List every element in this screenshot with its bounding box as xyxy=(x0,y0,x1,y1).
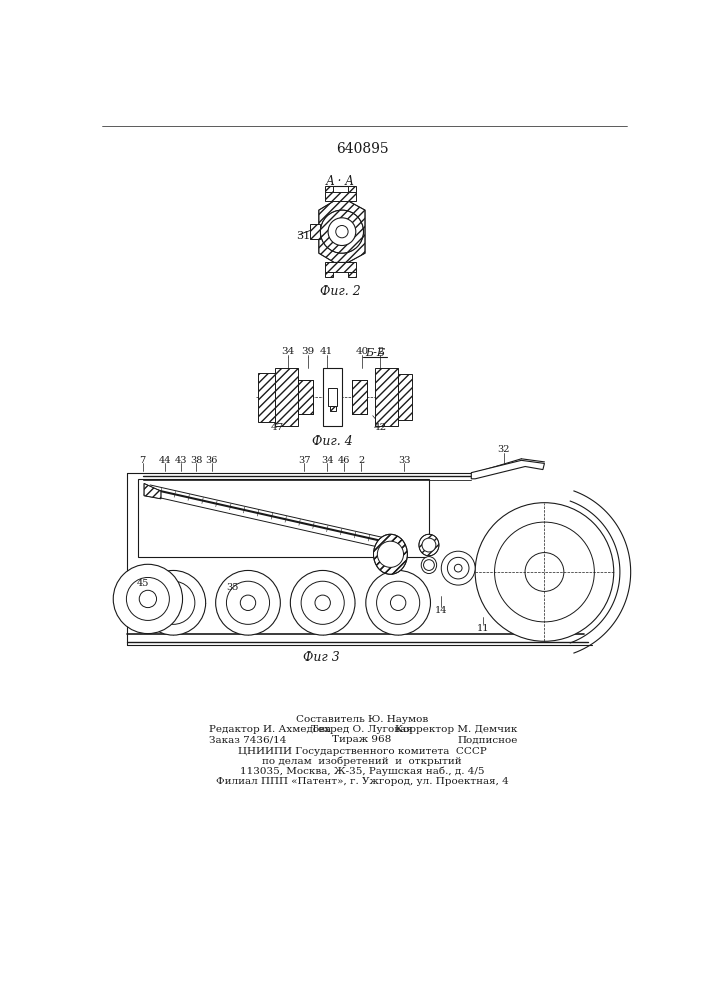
Text: 7: 7 xyxy=(139,456,146,465)
Text: 44: 44 xyxy=(158,456,171,465)
Text: Фиг 3: Фиг 3 xyxy=(303,651,339,664)
Text: 33: 33 xyxy=(398,456,411,465)
Text: 640895: 640895 xyxy=(336,142,388,156)
Circle shape xyxy=(141,570,206,635)
Circle shape xyxy=(495,522,595,622)
Text: Техред О. Луговая: Техред О. Луговая xyxy=(311,725,413,734)
Bar xyxy=(398,374,412,420)
Text: 113035, Москва, Ж-35, Раушская наб., д. 4/5: 113035, Москва, Ж-35, Раушская наб., д. … xyxy=(240,767,484,776)
Text: 14: 14 xyxy=(435,606,448,615)
Text: Заказ 7436/14: Заказ 7436/14 xyxy=(209,735,287,744)
Polygon shape xyxy=(472,460,544,479)
Bar xyxy=(310,224,320,239)
Circle shape xyxy=(139,590,156,608)
Bar xyxy=(298,380,313,414)
Circle shape xyxy=(301,581,344,624)
Circle shape xyxy=(226,581,269,624)
Bar xyxy=(329,406,336,411)
Text: 32: 32 xyxy=(498,445,510,454)
Text: Фиг. 4: Фиг. 4 xyxy=(312,435,353,448)
Text: 40: 40 xyxy=(356,347,368,356)
Text: 47: 47 xyxy=(271,424,284,432)
Circle shape xyxy=(315,595,330,610)
Circle shape xyxy=(113,564,182,634)
Text: 36: 36 xyxy=(206,456,218,465)
Text: Корректор М. Демчик: Корректор М. Демчик xyxy=(395,725,518,734)
Text: Составитель Ю. Наумов: Составитель Ю. Наумов xyxy=(296,715,428,724)
Text: 39: 39 xyxy=(301,347,315,356)
Text: 34: 34 xyxy=(281,347,295,356)
Text: 35: 35 xyxy=(226,583,239,592)
Bar xyxy=(325,186,333,192)
Circle shape xyxy=(152,581,195,624)
Text: ЦНИИПИ Государственного комитета  СССР: ЦНИИПИ Государственного комитета СССР xyxy=(238,747,486,756)
Text: 11: 11 xyxy=(477,624,489,633)
Text: по делам  изобретений  и  открытий: по делам изобретений и открытий xyxy=(262,757,462,766)
Circle shape xyxy=(377,581,420,624)
Text: 31: 31 xyxy=(296,231,310,241)
Bar xyxy=(375,368,398,426)
Text: 46: 46 xyxy=(338,456,351,465)
Bar xyxy=(325,272,333,277)
Circle shape xyxy=(165,595,181,610)
Bar xyxy=(352,380,368,414)
Polygon shape xyxy=(144,483,161,499)
Bar xyxy=(324,368,342,426)
Text: Фиг. 2: Фиг. 2 xyxy=(320,285,361,298)
Text: 2: 2 xyxy=(358,456,364,465)
Bar xyxy=(298,380,313,414)
Circle shape xyxy=(448,557,469,579)
Ellipse shape xyxy=(373,534,407,574)
Polygon shape xyxy=(319,201,365,262)
Circle shape xyxy=(441,551,475,585)
Ellipse shape xyxy=(421,557,437,574)
Bar xyxy=(258,373,275,422)
Circle shape xyxy=(336,225,348,238)
Text: 41: 41 xyxy=(320,347,333,356)
Bar xyxy=(348,272,356,277)
Circle shape xyxy=(366,570,431,635)
Circle shape xyxy=(328,218,356,246)
Bar xyxy=(325,192,356,201)
Circle shape xyxy=(422,538,436,552)
Text: 45: 45 xyxy=(136,579,148,588)
Circle shape xyxy=(475,503,614,641)
Circle shape xyxy=(390,595,406,610)
Text: Редактор И. Ахмедова: Редактор И. Ахмедова xyxy=(209,725,332,734)
Bar xyxy=(275,368,298,426)
Text: 37: 37 xyxy=(298,456,310,465)
Ellipse shape xyxy=(419,534,439,556)
Text: 34: 34 xyxy=(321,456,334,465)
Circle shape xyxy=(378,541,404,567)
Text: 42: 42 xyxy=(374,424,387,432)
Circle shape xyxy=(525,553,564,591)
Circle shape xyxy=(216,570,281,635)
Text: Филиал ППП «Патент», г. Ужгород, ул. Проектная, 4: Филиал ППП «Патент», г. Ужгород, ул. Про… xyxy=(216,777,508,786)
Circle shape xyxy=(455,564,462,572)
Text: 2: 2 xyxy=(377,347,384,356)
Circle shape xyxy=(291,570,355,635)
Bar xyxy=(138,479,429,557)
Text: А · А: А · А xyxy=(326,175,355,188)
Bar xyxy=(348,186,356,192)
Bar xyxy=(328,388,337,406)
Text: Тираж 968: Тираж 968 xyxy=(332,735,392,744)
Bar xyxy=(352,380,368,414)
Text: 43: 43 xyxy=(175,456,187,465)
Circle shape xyxy=(423,560,434,570)
Circle shape xyxy=(127,577,170,620)
Circle shape xyxy=(320,210,363,253)
Text: 38: 38 xyxy=(190,456,203,465)
Text: Б-Б: Б-Б xyxy=(365,348,385,358)
Circle shape xyxy=(240,595,256,610)
Bar xyxy=(325,262,356,272)
Text: Подписное: Подписное xyxy=(457,735,518,744)
